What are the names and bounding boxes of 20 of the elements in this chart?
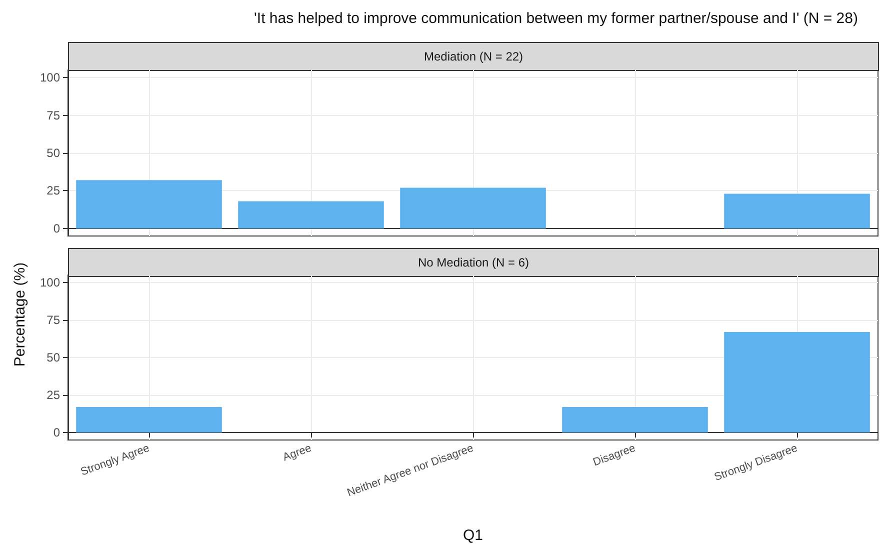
x-tick-label: Agree bbox=[281, 442, 314, 464]
y-tick-label: 75 bbox=[46, 108, 60, 122]
y-tick-label: 100 bbox=[40, 276, 60, 290]
y-tick-label: 75 bbox=[46, 313, 60, 327]
y-tick-label: 0 bbox=[53, 221, 60, 236]
bar bbox=[76, 180, 222, 228]
y-tick-label: 0 bbox=[53, 426, 60, 440]
y-tick-label: 25 bbox=[46, 388, 60, 402]
chart-title: 'It has helped to improve communication between my former partner/spouse and I' (N = 28) bbox=[253, 10, 859, 27]
y-tick-label: 50 bbox=[46, 146, 60, 160]
chart-subtitle: Mediation (N = 22) bbox=[424, 50, 524, 64]
bar bbox=[400, 188, 546, 228]
y-tick-label: 100 bbox=[40, 70, 60, 85]
x-axis-title: Q1 bbox=[462, 527, 484, 544]
y-axis-title: Percentage (%) bbox=[12, 261, 28, 369]
bar bbox=[724, 194, 870, 228]
y-tick-label: 50 bbox=[46, 350, 60, 364]
y-tick-label: 25 bbox=[46, 184, 60, 198]
chart-subtitle: No Mediation (N = 6) bbox=[418, 256, 530, 270]
bar bbox=[238, 201, 384, 228]
